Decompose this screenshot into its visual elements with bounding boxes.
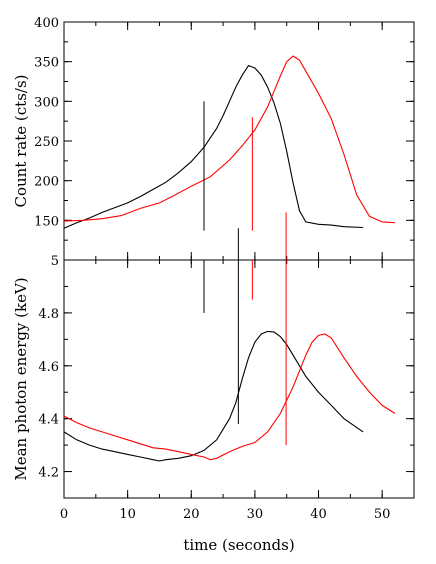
count-rate-series (63, 55, 395, 229)
red-series-line (63, 333, 396, 461)
count-rate-marker-lines (203, 101, 287, 260)
y-tick-label: 4.4 (38, 413, 59, 428)
count-rate-y-ticks: 150 200 250 300 350 400 (34, 16, 414, 261)
x-tick-label: 20 (183, 507, 200, 522)
photon-energy-marker-lines (203, 260, 287, 446)
black-series-line (63, 330, 364, 462)
y-tick-label: 300 (34, 95, 59, 110)
count-rate-panel: 150 200 250 300 350 400 Count rate (cts/s) (12, 16, 415, 261)
photon-energy-y-ticks: 4.2 4.4 4.6 4.8 5 (38, 254, 414, 499)
y-tick-label: 250 (34, 135, 59, 150)
y-tick-label: 150 (34, 214, 59, 229)
x-tick-label: 40 (310, 507, 327, 522)
x-tick-label: 0 (60, 507, 68, 522)
photon-energy-y-axis-label: Mean photon energy (keV) (12, 277, 30, 480)
y-tick-label: 4.8 (38, 307, 59, 322)
photon-energy-panel: 4.2 4.4 4.6 4.8 5 0 10 20 30 40 50 Mean photon en… (12, 254, 415, 554)
y-tick-label: 5 (51, 254, 59, 269)
photon-energy-series (63, 330, 396, 462)
y-tick-label: 350 (34, 56, 59, 71)
y-tick-label: 400 (34, 16, 59, 31)
photon-energy-plot-frame (63, 259, 415, 499)
count-rate-plot-frame (63, 21, 415, 261)
black-series-line (63, 64, 364, 229)
photon-energy-x-ticks: 0 10 20 30 40 50 (60, 260, 415, 522)
count-rate-x-ticks (63, 22, 415, 260)
y-tick-label: 4.2 (38, 466, 59, 481)
x-tick-label: 10 (119, 507, 136, 522)
x-tick-label: 50 (374, 507, 391, 522)
red-series-line (63, 55, 395, 224)
y-tick-label: 4.6 (38, 360, 59, 375)
count-rate-y-axis-label: Count rate (cts/s) (12, 75, 30, 208)
time-x-axis-label: time (seconds) (183, 536, 294, 554)
x-tick-label: 30 (247, 507, 264, 522)
y-tick-label: 200 (34, 175, 59, 190)
